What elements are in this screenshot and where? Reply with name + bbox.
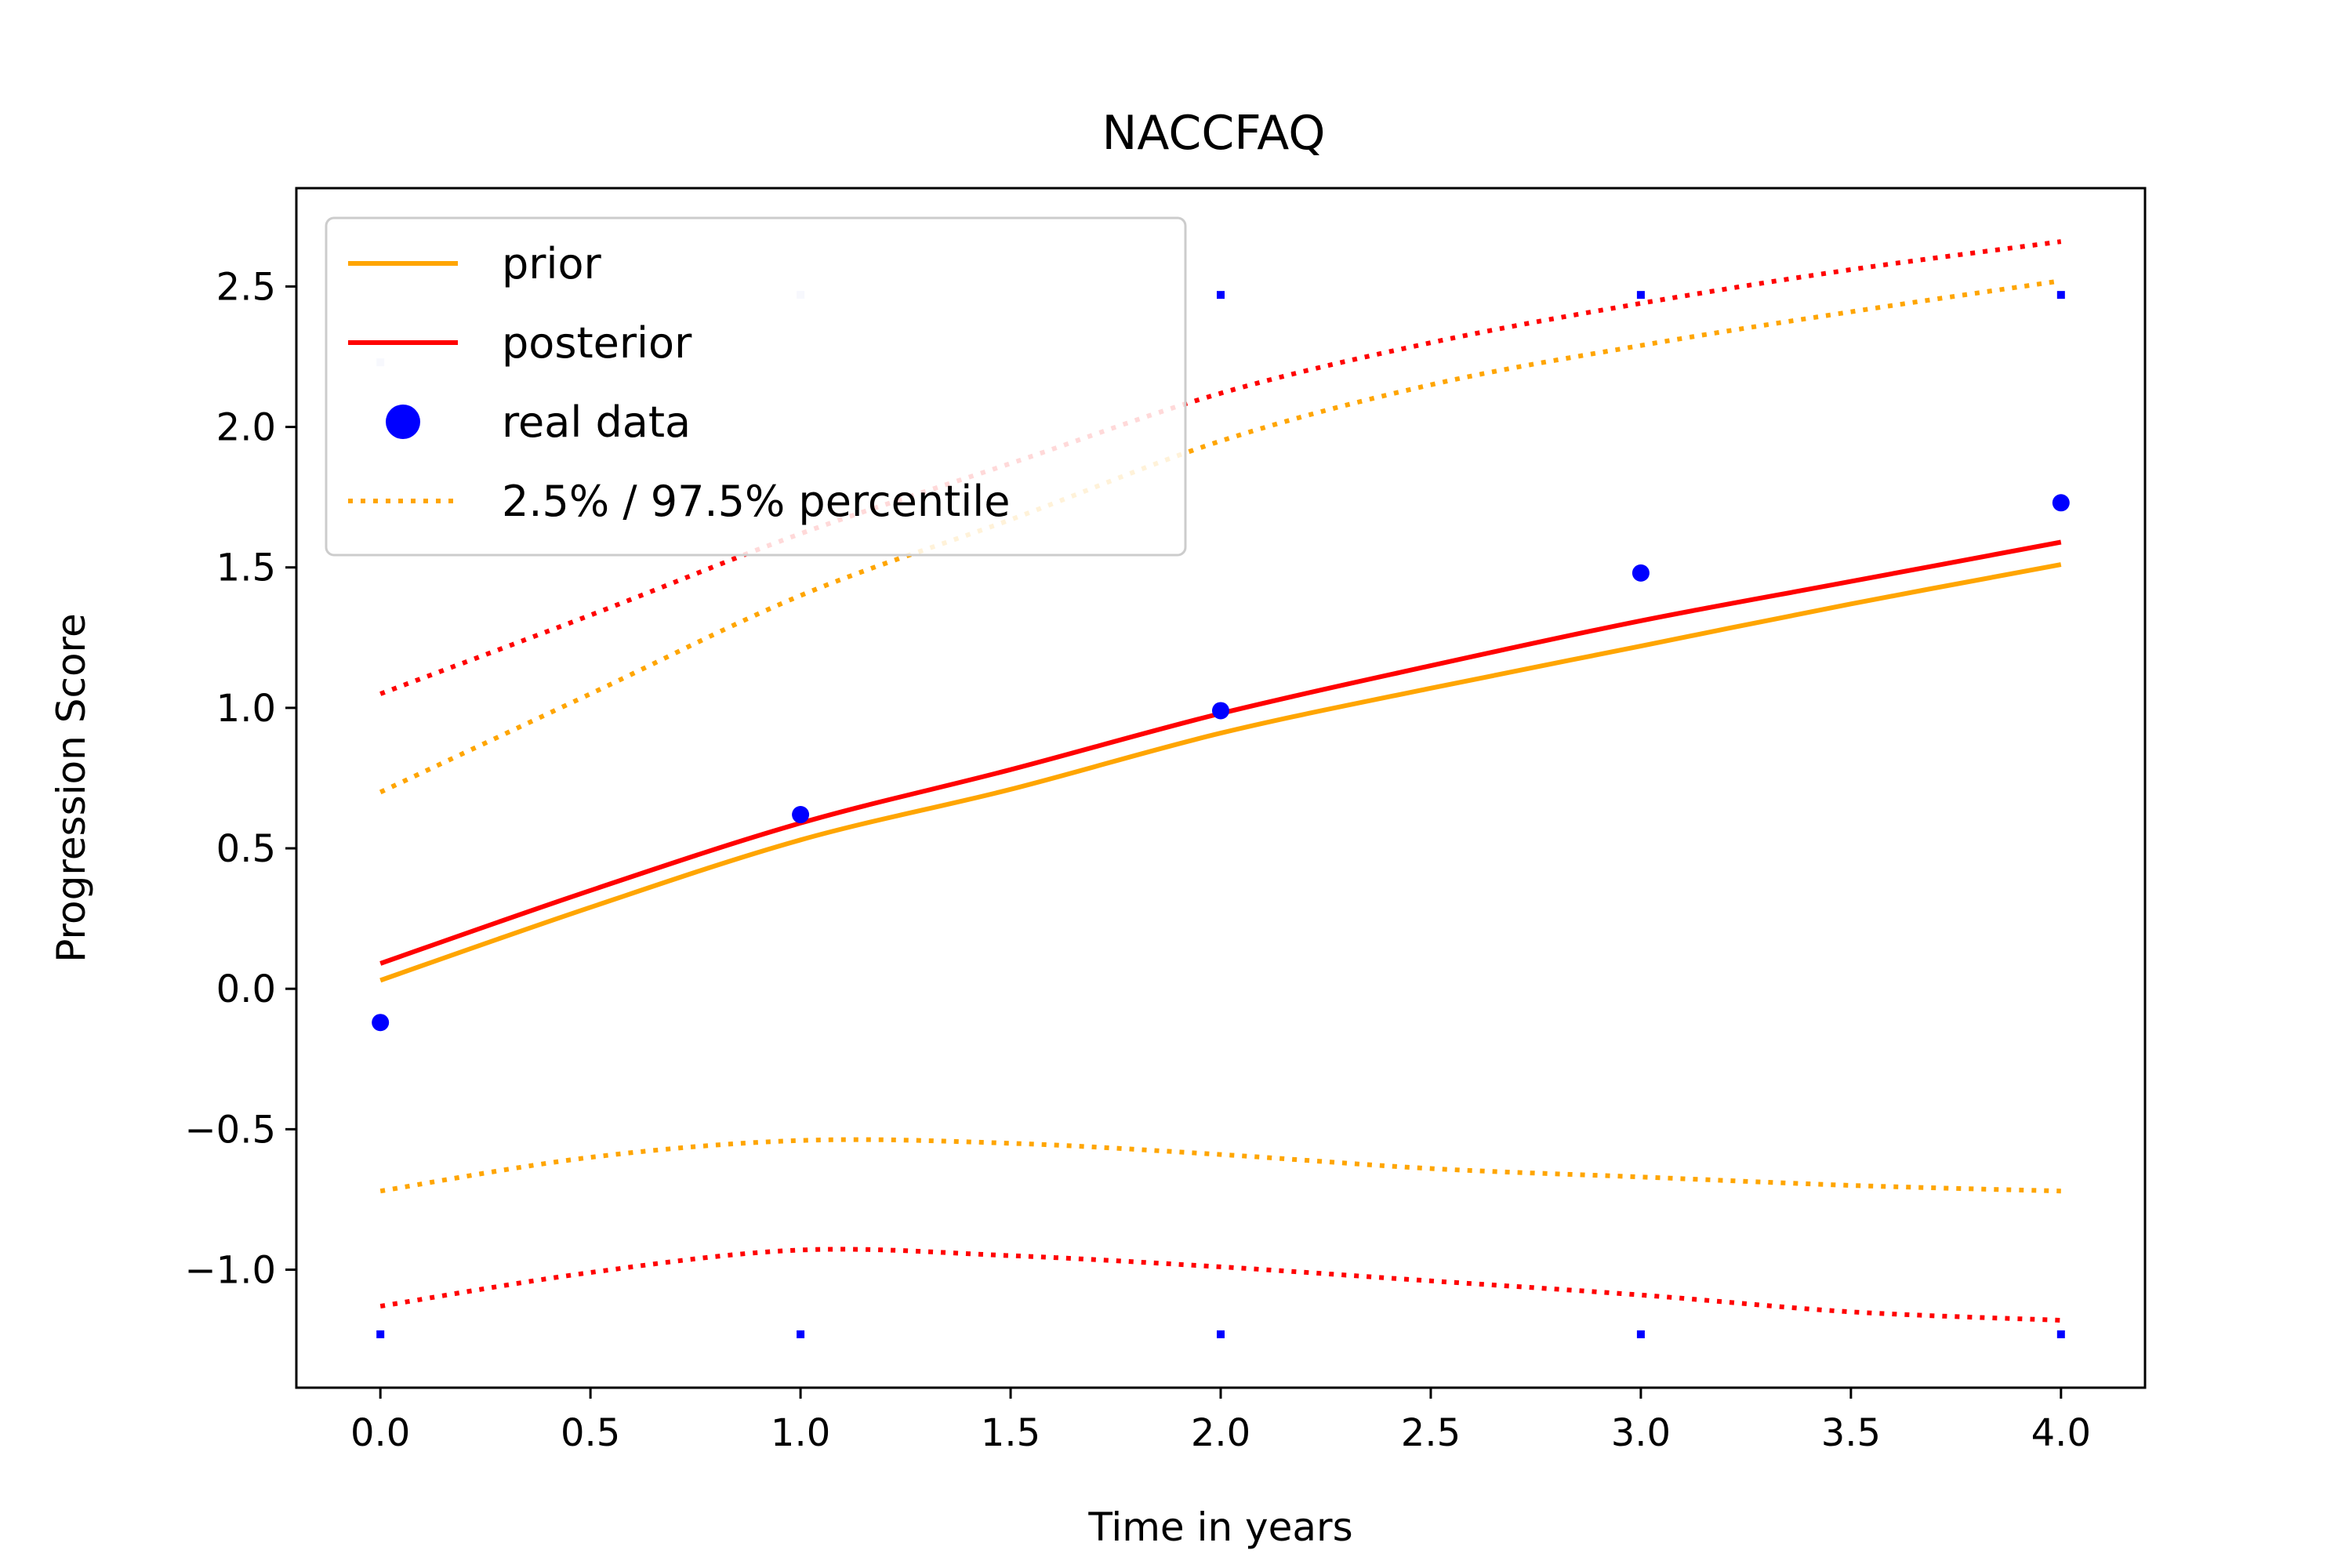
- small-marker: [2056, 291, 2065, 299]
- x-axis: 0.0 0.5 1.0 1.5 2.0 2.5 3.0 3.5 4.0: [350, 1388, 2091, 1455]
- y-axis-label: Progression Score: [49, 613, 94, 962]
- real-data-point: [2052, 494, 2070, 512]
- legend-label-2-5-97-5-percentile: 2.5% / 97.5% percentile: [502, 477, 1010, 526]
- legend-label-prior: prior: [502, 239, 602, 289]
- y-tick-label: 1.0: [216, 687, 276, 731]
- posterior-2-5-97-5-percentile-upper-line: [379, 239, 2062, 696]
- y-tick-label: 2.0: [216, 406, 276, 450]
- x-tick-label: 4.0: [2031, 1411, 2091, 1455]
- x-tick-label: 3.5: [1821, 1411, 1881, 1455]
- small-marker: [1217, 1330, 1225, 1338]
- x-tick-label: 1.5: [981, 1411, 1040, 1455]
- x-tick-label: 3.0: [1611, 1411, 1671, 1455]
- y-tick-label: 0.0: [216, 967, 276, 1011]
- legend: prior posterior real data 2.5% / 97.5% perc…: [325, 216, 1187, 557]
- x-tick-label: 2.5: [1401, 1411, 1461, 1455]
- x-tick-label: 0.5: [561, 1411, 620, 1455]
- y-tick-label: −1.0: [184, 1249, 276, 1293]
- legend-swatch-real-data: [386, 405, 420, 439]
- y-axis: −1.0 −0.5 0.0 0.5 1.0 1.5 2.0 2.5: [184, 265, 296, 1293]
- small-marker: [797, 1330, 805, 1338]
- real-data-point: [1212, 702, 1229, 720]
- y-tick-label: −0.5: [184, 1108, 276, 1152]
- prior-line: [379, 562, 2062, 983]
- posterior-2-5-97-5-percentile-lower-line: [379, 1247, 2061, 1323]
- legend-label-real-data: real data: [502, 397, 691, 447]
- legend-box: [325, 216, 1187, 557]
- x-axis-label: Time in years: [1087, 1504, 1352, 1550]
- y-tick-label: 2.5: [216, 265, 276, 309]
- prior-2-5-97-5-percentile-lower-line: [379, 1137, 2061, 1194]
- small-marker: [1636, 1330, 1645, 1338]
- small-marker: [2056, 1330, 2065, 1338]
- small-marker: [376, 1330, 385, 1338]
- small-marker: [1217, 291, 1225, 299]
- plot-area: [372, 239, 2070, 1338]
- real-data-point: [792, 806, 810, 824]
- x-tick-label: 1.0: [771, 1411, 830, 1455]
- small-marker: [1636, 291, 1645, 299]
- legend-label-posterior: posterior: [502, 318, 692, 368]
- prior-2-5-97-5-percentile-upper-line: [379, 278, 2062, 795]
- y-tick-label: 0.5: [216, 827, 276, 871]
- real-data-point: [372, 1014, 390, 1032]
- real-data-point: [1632, 564, 1650, 582]
- chart-title: NACCFAQ: [1102, 106, 1326, 161]
- y-tick-label: 1.5: [216, 546, 276, 590]
- x-tick-label: 2.0: [1191, 1411, 1250, 1455]
- x-tick-label: 0.0: [350, 1411, 410, 1455]
